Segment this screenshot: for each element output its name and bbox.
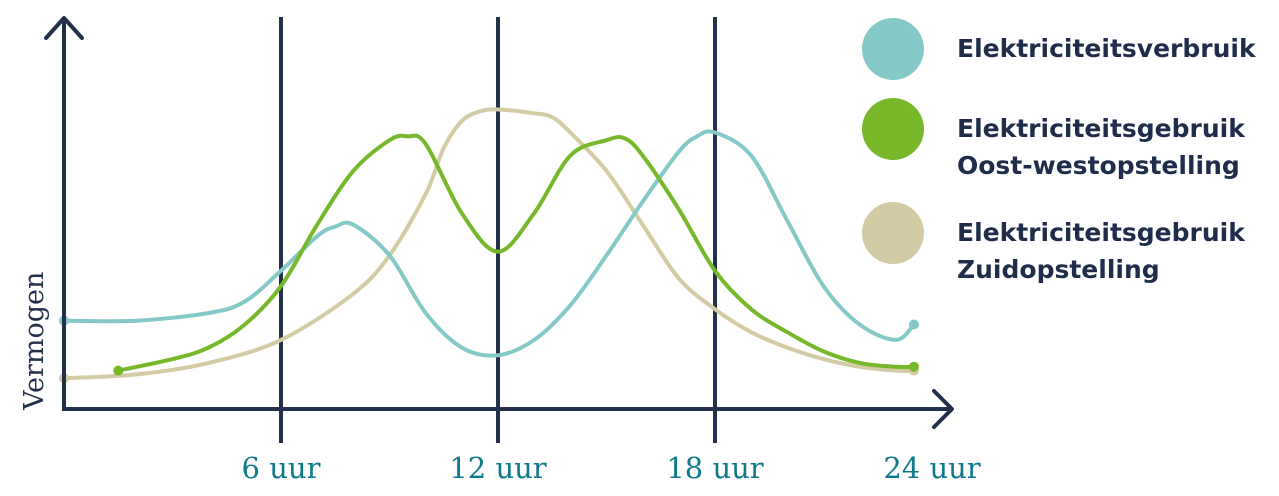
series-start-point-oost-west xyxy=(113,365,124,376)
legend-swatch-verbruik xyxy=(862,18,924,80)
series-end-point-verbruik xyxy=(908,319,919,330)
legend-label-oost-west: Elektriciteitsgebruik Oost-westopstellin… xyxy=(957,114,1245,180)
legend-swatch-oost-west xyxy=(862,98,924,160)
y-axis-arrow-icon xyxy=(44,16,84,40)
series-line-zuid xyxy=(62,107,916,381)
x-tick-label-24: 24 uur xyxy=(883,451,980,485)
series-end-point-oost-west xyxy=(908,361,919,372)
x-tick-label-12: 12 uur xyxy=(449,451,546,485)
x-axis-arrow-icon xyxy=(932,389,954,429)
x-tick-label-18: 18 uur xyxy=(666,451,763,485)
series-line-oost-west xyxy=(116,133,916,373)
legend-label-verbruik: Elektriciteitsverbruik xyxy=(957,34,1256,63)
x-tick-label-6: 6 uur xyxy=(242,451,321,485)
legend-item-oost-west: Elektriciteitsgebruik Oost-westopstellin… xyxy=(862,98,1256,184)
y-axis-label: Vermogen xyxy=(19,272,50,411)
legend-item-zuid: Elektriciteitsgebruik Zuidopstelling xyxy=(862,202,1256,288)
legend-item-verbruik: Elektriciteitsverbruik xyxy=(862,18,1256,80)
legend: Elektriciteitsverbruik Elektriciteitsgeb… xyxy=(862,18,1256,306)
series-line-verbruik xyxy=(62,129,916,358)
legend-label-zuid: Elektriciteitsgebruik Zuidopstelling xyxy=(957,218,1245,284)
legend-swatch-zuid xyxy=(862,202,924,264)
